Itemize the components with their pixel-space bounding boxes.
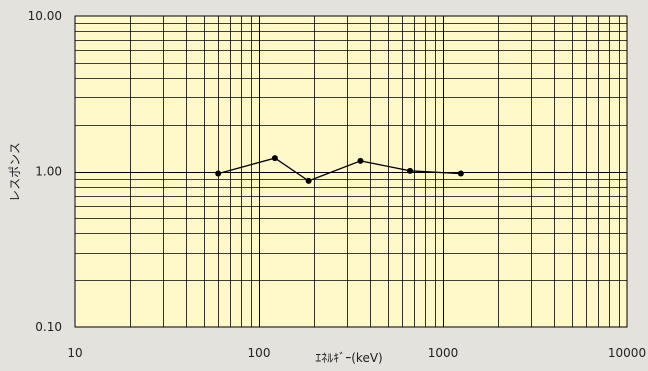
plot-background [75, 16, 627, 327]
y-tick-label: 10.00 [28, 9, 62, 23]
data-point [215, 170, 222, 177]
x-tick-label: 100 [248, 346, 271, 360]
grid-lines [75, 16, 627, 327]
data-series [215, 155, 464, 184]
x-axis-ticks: 10 100 1000 10000 [67, 346, 646, 360]
data-point [407, 167, 414, 174]
x-tick-label: 10000 [608, 346, 646, 360]
x-axis-title: ｴﾈﾙｷﾞｰ(keV) [315, 351, 382, 365]
y-tick-label: 0.10 [35, 320, 62, 334]
series-line [218, 157, 461, 182]
data-point [271, 155, 278, 162]
data-point [457, 170, 464, 177]
x-tick-label: 10 [67, 346, 82, 360]
y-axis-ticks: 0.10 1.00 10.00 [28, 9, 62, 334]
data-point [357, 157, 364, 164]
y-tick-label: 1.00 [35, 165, 62, 179]
x-tick-label: 1000 [428, 346, 459, 360]
data-point [305, 177, 312, 184]
y-axis-title: レスポンス [8, 142, 22, 202]
plot-frame [74, 15, 628, 328]
